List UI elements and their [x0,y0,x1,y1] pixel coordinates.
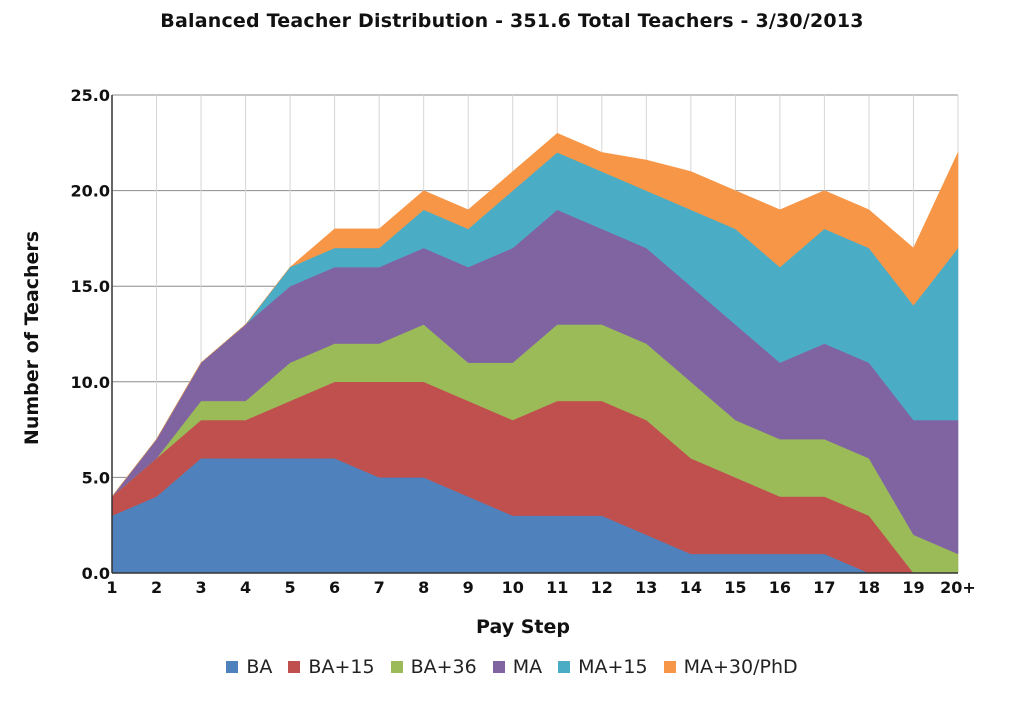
legend-item-ma-15: MA+15 [558,656,648,678]
y-tick-label: 20.0 [71,182,110,201]
y-axis-label: Number of Teachers [21,231,43,445]
x-tick-label: 5 [285,578,296,597]
x-tick-label: 10 [502,578,524,597]
legend-label: BA+15 [308,656,375,678]
chart-title: Balanced Teacher Distribution - 351.6 To… [160,10,864,32]
legend-swatch [226,661,239,673]
legend-label: MA+30/PhD [683,656,798,678]
y-tick-labels: 0.0 5.0 10.0 15.0 20.0 25.0 [71,86,110,583]
x-tick-label: 18 [858,578,880,597]
legend-swatch [492,661,505,673]
series-area-ma-30-phd [111,132,959,497]
x-tick-label: 14 [680,578,702,597]
y-tick-label: 25.0 [71,86,110,105]
legend-item-ma: MA [492,656,543,678]
legend-label: BA [246,656,273,678]
axes [111,95,958,574]
x-tick-label: 16 [769,578,791,597]
x-tick-label: 1 [106,578,117,597]
legend-item-ba-15: BA+15 [288,656,375,678]
x-tick-label: 7 [374,578,385,597]
x-tick-label: 2 [151,578,162,597]
x-tick-label: 9 [463,578,474,597]
x-tick-label: 8 [418,578,429,597]
x-tick-label: 6 [329,578,340,597]
legend-swatch [558,661,571,673]
y-tick-label: 0.0 [82,564,110,583]
x-tick-label: 4 [240,578,251,597]
y-tick-label: 10.0 [71,373,110,392]
legend-item-ba-36: BA+36 [390,656,477,678]
legend-swatch [663,661,676,673]
x-tick-label: 20+ [940,578,976,597]
x-tick-label: 3 [195,578,206,597]
legend-label: MA [512,656,543,678]
x-tick-label: 13 [635,578,657,597]
legend: BA BA+15 BA+36 MA MA+15 MA+30/PhD [0,656,1024,678]
x-tick-label: 12 [591,578,613,597]
legend-label: BA+36 [410,656,477,678]
legend-item-ba: BA [226,656,272,678]
x-tick-label: 19 [902,578,924,597]
x-tick-label: 17 [813,578,835,597]
legend-swatch [390,661,403,673]
series-areas [111,132,959,574]
legend-item-ma-30-phd: MA+30/PhD [663,656,798,678]
y-tick-label: 15.0 [71,277,110,296]
x-tick-label: 11 [546,578,568,597]
x-axis-label: Pay Step [476,616,570,638]
legend-swatch [288,661,301,673]
x-tick-labels: 1 2 3 4 5 6 7 8 9 10 11 12 13 14 15 16 17 18 19 20+ [106,578,975,597]
y-tick-label: 5.0 [82,468,110,487]
x-tick-label: 15 [724,578,746,597]
legend-label: MA+15 [578,656,648,678]
